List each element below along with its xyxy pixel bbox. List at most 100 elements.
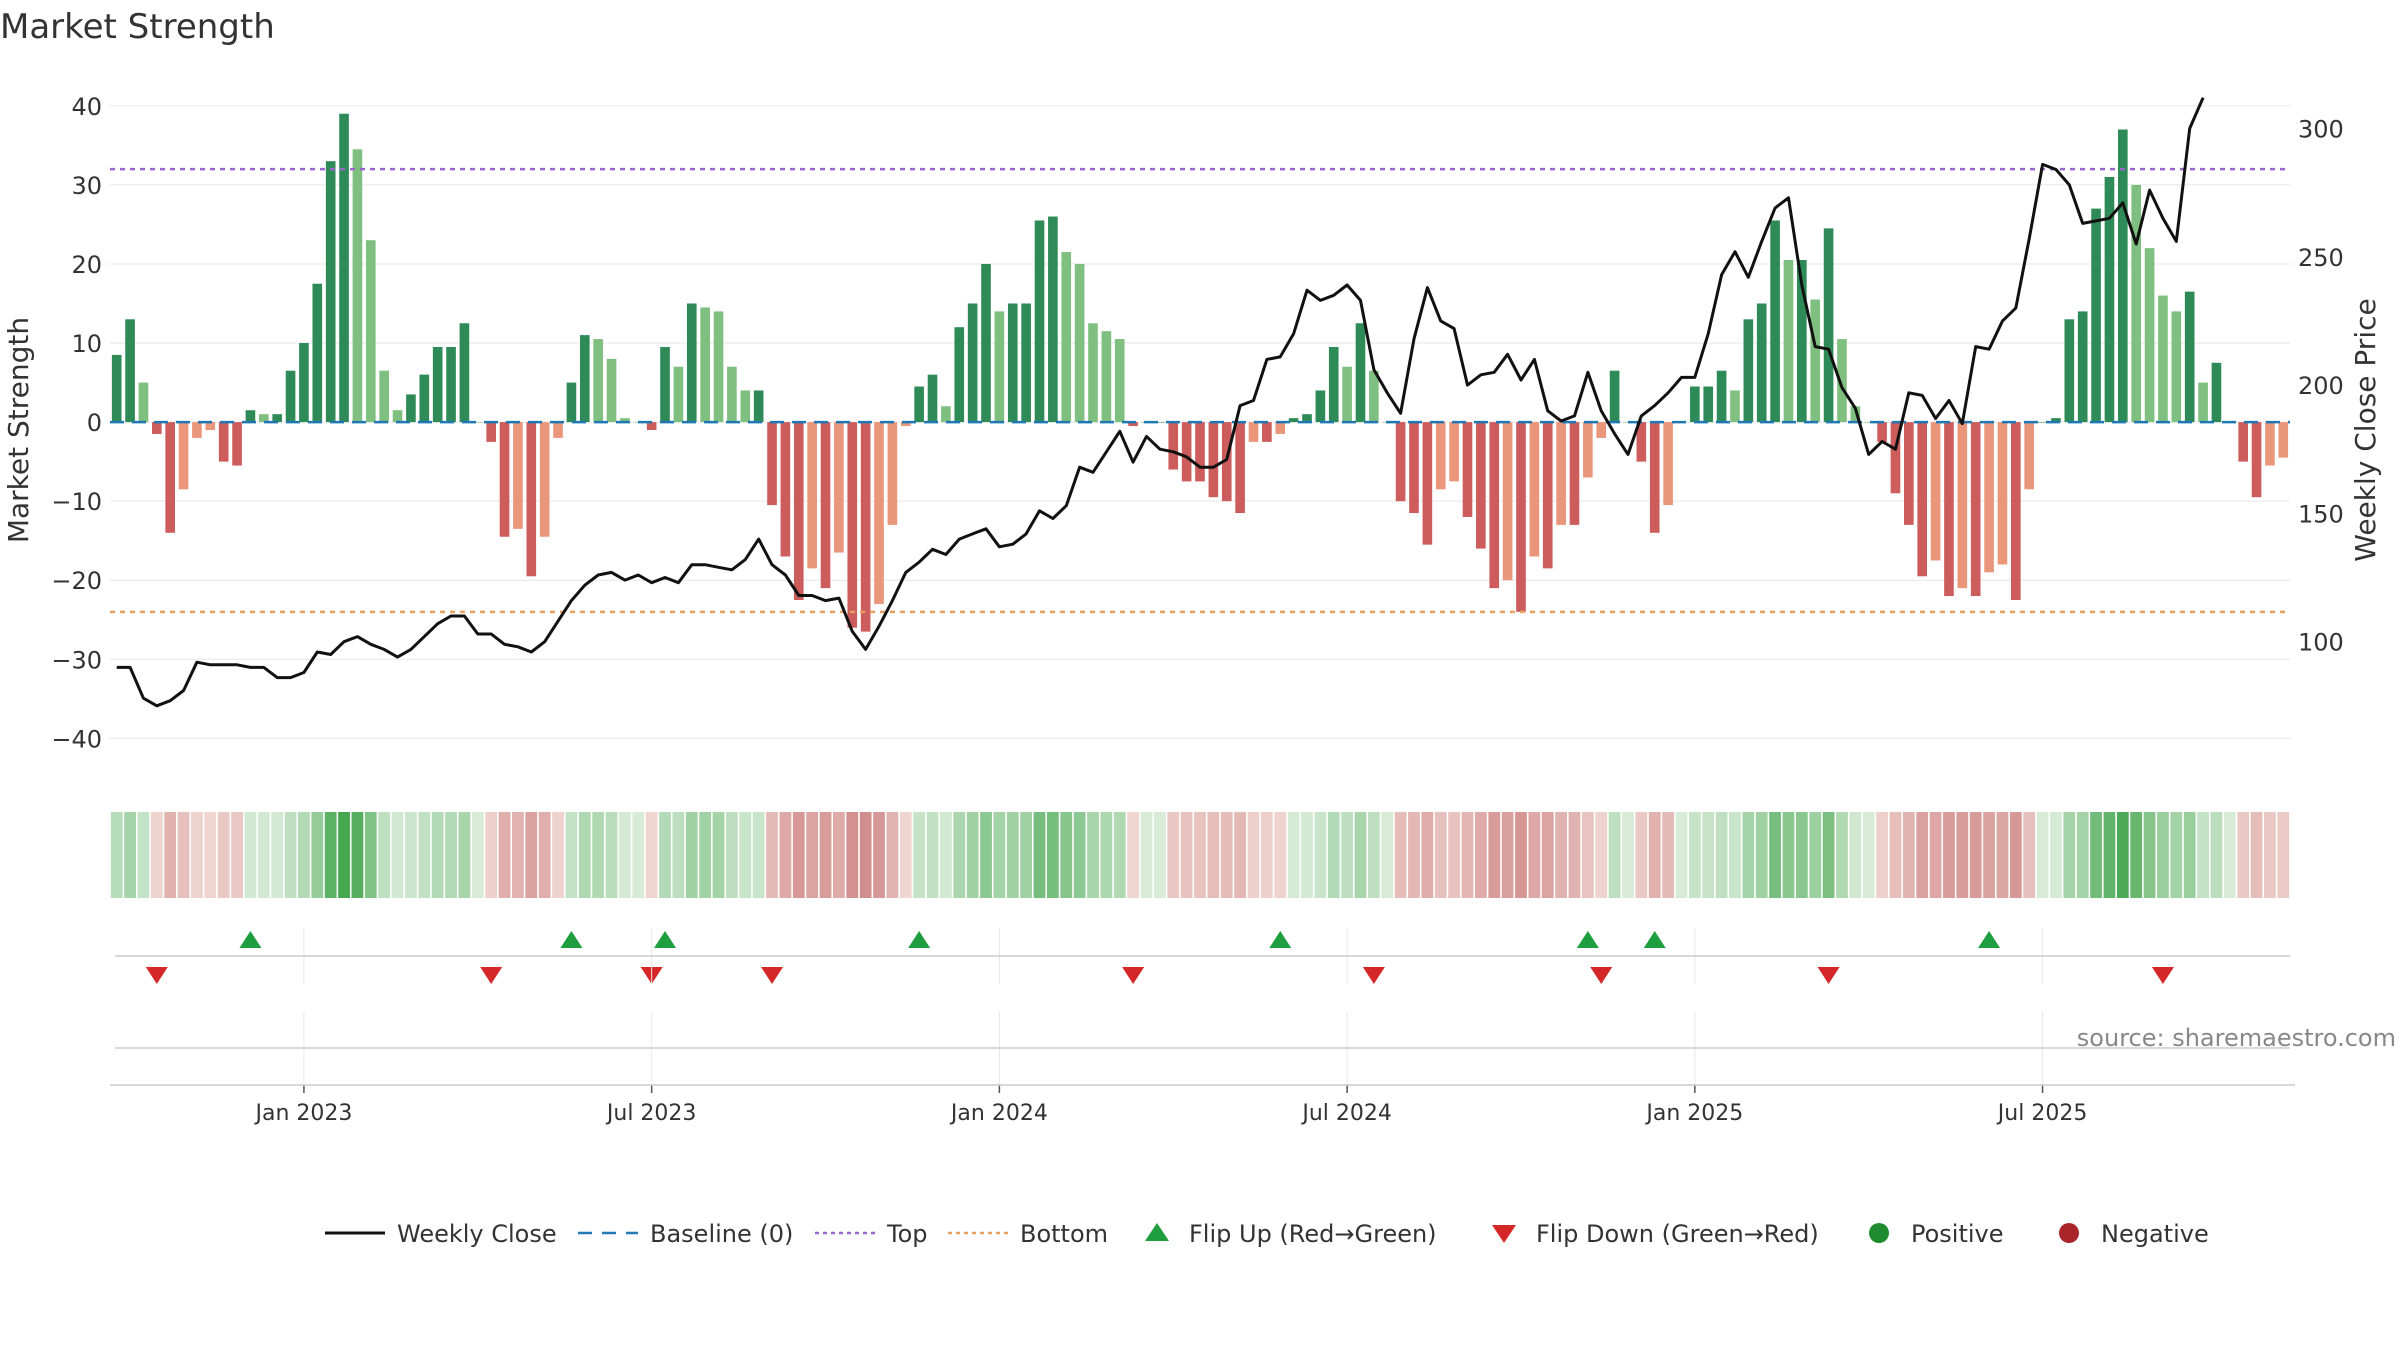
heat-strip-cell <box>1180 812 1193 898</box>
heat-strip-cell <box>1729 812 1741 898</box>
y2-tick-label: 200 <box>2298 372 2344 400</box>
strength-bar <box>713 311 724 423</box>
heat-strip-cell <box>672 812 685 898</box>
y-tick-label: 0 <box>87 409 102 437</box>
strength-bar <box>1516 422 1526 612</box>
strength-bar <box>1703 386 1714 423</box>
strength-bar <box>1088 323 1098 423</box>
strength-bar <box>1997 422 2008 565</box>
heat-strip-cell <box>2250 812 2263 898</box>
heat-strip-cell <box>1287 812 1300 898</box>
heat-strip-cell <box>124 812 136 898</box>
heat-strip-cell <box>1461 812 1474 898</box>
strength-bar <box>1221 422 1232 502</box>
legend-swatch <box>1492 1225 1516 1243</box>
x-tick-label: Jan 2025 <box>1644 1101 1743 1126</box>
heat-strip-cell <box>1327 812 1340 898</box>
heat-strip-cell <box>2063 812 2076 898</box>
strength-bar <box>1890 422 1901 494</box>
strength-bars <box>111 113 2289 632</box>
legend-label: Bottom <box>1020 1220 1108 1248</box>
strength-bar <box>339 113 349 423</box>
heat-strip-cell <box>418 812 431 898</box>
strength-bar <box>1315 390 1326 423</box>
strength-bar <box>1837 339 1847 423</box>
flip-down-marker <box>480 967 503 984</box>
strength-bar <box>1569 422 1580 525</box>
flip-down-marker <box>2151 967 2174 984</box>
flip-down-marker <box>1122 967 1145 984</box>
heat-strip-cell <box>2009 812 2022 898</box>
legend-swatch <box>1145 1223 1169 1241</box>
heat-strip-cell <box>471 812 484 898</box>
heat-strip-cell <box>150 812 163 898</box>
strength-bar <box>258 414 269 423</box>
heat-strip-cell <box>2130 812 2143 898</box>
y-tick-label: −40 <box>51 725 102 753</box>
strength-bar <box>513 422 523 529</box>
heat-strip-cell <box>913 812 926 898</box>
strength-bar <box>941 406 951 423</box>
strength-bar <box>2238 422 2249 462</box>
heat-strip-cell <box>685 812 698 898</box>
strength-bar <box>1810 299 1821 423</box>
heat-strip-cell <box>752 812 765 898</box>
flip-up-marker <box>1978 931 2001 948</box>
strength-bar <box>1288 418 1299 423</box>
heat-strip-cell <box>2170 812 2183 898</box>
heat-strip-cell <box>1060 812 1073 898</box>
heat-strip-cell <box>605 812 618 898</box>
strength-bar <box>2171 311 2182 423</box>
strength-bar <box>1476 422 1486 549</box>
strength-bar <box>767 422 777 506</box>
heat-strip-cell <box>1474 812 1487 898</box>
heat-strip-cell <box>324 812 337 898</box>
heat-strip-cell <box>1983 812 1995 898</box>
heat-strip-cell <box>1929 812 1942 898</box>
y-tick-label: 20 <box>71 251 102 279</box>
y-axis-label: Market Strength <box>2 317 35 543</box>
heat-strip-cell <box>833 812 845 898</box>
x-tick-label: Jul 2024 <box>1300 1101 1392 1126</box>
y2-axis-label: Weekly Close Price <box>2349 298 2382 561</box>
strength-bar <box>1208 422 1219 498</box>
heat-strip-cell <box>1140 812 1153 898</box>
heat-strip-cell <box>552 812 564 898</box>
strength-bar <box>459 323 470 423</box>
heat-strip-cell <box>886 812 899 898</box>
heat-strip-cell <box>926 812 939 898</box>
strength-bar <box>847 422 858 628</box>
y-tick-label: −20 <box>51 567 102 595</box>
heat-strip-cell <box>2197 812 2209 898</box>
heat-strip-cell <box>485 812 498 898</box>
heat-strip-cell <box>1742 812 1755 898</box>
heat-strip-cell <box>1916 812 1929 898</box>
strength-bar <box>1489 422 1500 589</box>
heat-strip-cell <box>659 812 671 898</box>
heat-strip-cell <box>271 812 284 898</box>
strength-bar <box>1970 422 1981 597</box>
strength-bar <box>1262 422 1272 442</box>
strength-bar <box>646 422 657 430</box>
strength-bar <box>245 410 256 423</box>
heat-strip-cell <box>1434 812 1447 898</box>
strength-bar <box>1302 414 1312 423</box>
strength-bar <box>1823 228 1834 423</box>
heat-strip-cell <box>712 812 725 898</box>
strength-bar <box>138 382 149 423</box>
strength-bar <box>285 370 296 423</box>
heat-strip-cell <box>578 812 591 898</box>
strength-bar <box>1770 220 1780 423</box>
heat-strip-cell <box>1622 812 1634 898</box>
strength-bar <box>753 390 764 423</box>
heat-strip-cell <box>1194 812 1206 898</box>
strength-bar <box>2024 422 2035 490</box>
strength-bar <box>111 354 122 423</box>
strength-bar <box>1984 422 1994 573</box>
strength-bar <box>178 422 189 490</box>
heat-strip-cell <box>338 812 350 898</box>
heat-strip-cell <box>538 812 551 898</box>
heat-strip-cell <box>2090 812 2102 898</box>
strength-bar <box>2091 208 2101 423</box>
strength-bar <box>1248 422 1259 442</box>
